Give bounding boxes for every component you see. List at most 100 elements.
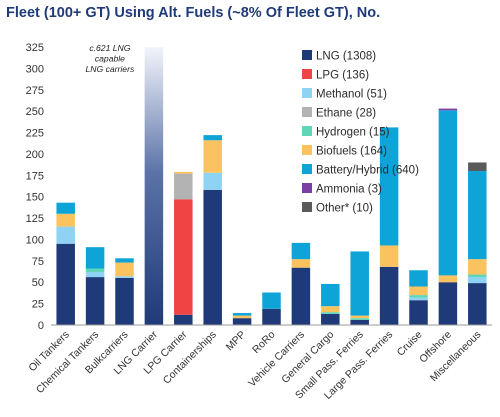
legend-item-ammonia: Ammonia (3) (302, 183, 382, 196)
bar-segment-lng (438, 282, 458, 325)
bar-segment-methanol (409, 297, 428, 301)
bar-segment-methanol (115, 276, 134, 278)
legend-item-biofuels: Biofuels (164) (302, 145, 387, 158)
legend-label: Methanol (51) (316, 89, 387, 101)
bar-segment-biofuels (203, 140, 222, 173)
legend-label: LNG (1308) (316, 51, 376, 63)
bar-segment-methanol (56, 226, 75, 244)
bar-segment-biofuels (409, 286, 428, 296)
bar-segment-battery-hybrid (409, 270, 428, 287)
legend-swatch (302, 164, 312, 174)
bar-segment-battery-hybrid (262, 292, 281, 309)
y-tick-label: 300 (26, 63, 44, 75)
bar-segment-lng (350, 319, 369, 325)
bar-segment-lng (56, 243, 75, 325)
y-tick-label: 325 (26, 42, 44, 54)
legend-item-methanol: Methanol (51) (302, 88, 387, 101)
y-tick-label: 150 (26, 192, 44, 204)
bar-stack-oil-tankers (56, 202, 75, 325)
y-tick-label: 100 (26, 234, 44, 246)
bar-segment-lng (409, 300, 428, 325)
bar-segment-biofuels (56, 213, 75, 227)
legend-swatch (302, 107, 312, 117)
bar-segment-battery-hybrid (468, 171, 487, 260)
bar-segment-biofuels (321, 306, 340, 313)
bar-segment-hydrogen (468, 274, 487, 278)
legend-label: Biofuels (164) (316, 146, 387, 158)
bar-segment-methanol (85, 271, 105, 278)
bar-segment-hydrogen (409, 295, 428, 298)
legend-label: Battery/Hybrid (640) (316, 165, 419, 177)
bar-stack-roro (262, 292, 281, 325)
legend-item-battery-hybrid: Battery/Hybrid (640) (302, 164, 419, 177)
bar-segment-hydrogen (85, 268, 105, 272)
y-tick-label: 175 (26, 170, 44, 182)
bar-stack-large-pass-ferries (379, 127, 399, 325)
legend-label: Ammonia (3) (316, 184, 382, 196)
bar-segment-ammonia (438, 108, 458, 111)
y-tick-label: 225 (26, 128, 44, 140)
legend-swatch (302, 145, 312, 155)
bar-segment-lng (232, 318, 252, 325)
bar-segment-hydrogen (350, 318, 369, 320)
legend-swatch (302, 126, 312, 136)
bar-stack-chemical-tankers (85, 247, 105, 325)
legend-item-other: Other* (10) (302, 202, 373, 215)
bar-segment-biofuels (350, 315, 369, 319)
legend-swatch (302, 202, 312, 212)
x-tick-label: Containerships (161, 329, 219, 387)
bar-stack-miscellaneous (468, 162, 487, 325)
bar-segment-battery-hybrid (438, 110, 458, 276)
y-axis: 0 25 50 75 100 125 150 175 200 225 250 275 300 325 (26, 42, 44, 332)
bar-segment-lng (321, 313, 340, 325)
y-tick-label: 0 (38, 320, 44, 332)
bar-segment-lng (291, 267, 311, 325)
legend-item-lng: LNG (1308) (302, 50, 376, 63)
bar-segment-lng (203, 189, 222, 325)
bar-segment-biofuels (115, 262, 134, 277)
x-tick-label: MPP (224, 329, 249, 354)
bar-segment-battery-hybrid (232, 313, 252, 316)
bar-stack-containerships (203, 135, 222, 325)
legend-swatch (302, 88, 312, 98)
legend-item-hydrogen: Hydrogen (15) (302, 126, 390, 139)
bar-stack-vehicle-carriers (291, 242, 311, 325)
y-tick-label: 50 (32, 277, 44, 289)
bar-segment-biofuels (379, 245, 399, 267)
bar-segment-lpg (174, 199, 193, 315)
bar-segment-ethane (174, 173, 193, 200)
bar-segment-battery-hybrid (115, 258, 134, 263)
bar-segment-lng (144, 47, 164, 325)
bar-segment-biofuels (232, 315, 252, 319)
legend-label: Hydrogen (15) (316, 127, 390, 139)
legend-swatch (302, 69, 312, 79)
bar-segment-other (468, 162, 487, 172)
x-tick-label: RoRo (250, 329, 278, 357)
y-tick-label: 200 (26, 149, 44, 161)
bar-segment-lng (379, 266, 399, 325)
bar-segment-biofuels (174, 171, 193, 174)
bar-segment-lng (468, 283, 487, 325)
bar-segment-battery-hybrid (379, 127, 399, 246)
bar-stack-mpp (232, 313, 252, 325)
y-tick-label: 250 (26, 106, 44, 118)
legend-label: LPG (136) (316, 70, 369, 82)
bar-segment-battery-hybrid (321, 283, 340, 307)
legend-label: Other* (10) (316, 203, 373, 215)
bar-segment-battery-hybrid (291, 242, 311, 260)
bar-stack-small-pass-ferries (350, 251, 369, 325)
bar-segment-battery-hybrid (56, 202, 75, 214)
bar-segment-battery-hybrid (85, 247, 105, 269)
bar-stack-lng-carrier (144, 47, 164, 325)
bar-stack-cruise (409, 270, 428, 325)
legend-item-lpg: LPG (136) (302, 69, 369, 82)
y-tick-label: 75 (32, 256, 44, 268)
legend: LNG (1308) LPG (136) Methanol (51) Ethane (… (302, 50, 419, 215)
bar-segment-lng (174, 314, 193, 325)
bar-series-group (56, 47, 487, 325)
bar-segment-biofuels (291, 259, 311, 268)
bar-segment-methanol (203, 172, 222, 190)
bar-segment-battery-hybrid (350, 251, 369, 316)
legend-label: Ethane (28) (316, 108, 376, 120)
